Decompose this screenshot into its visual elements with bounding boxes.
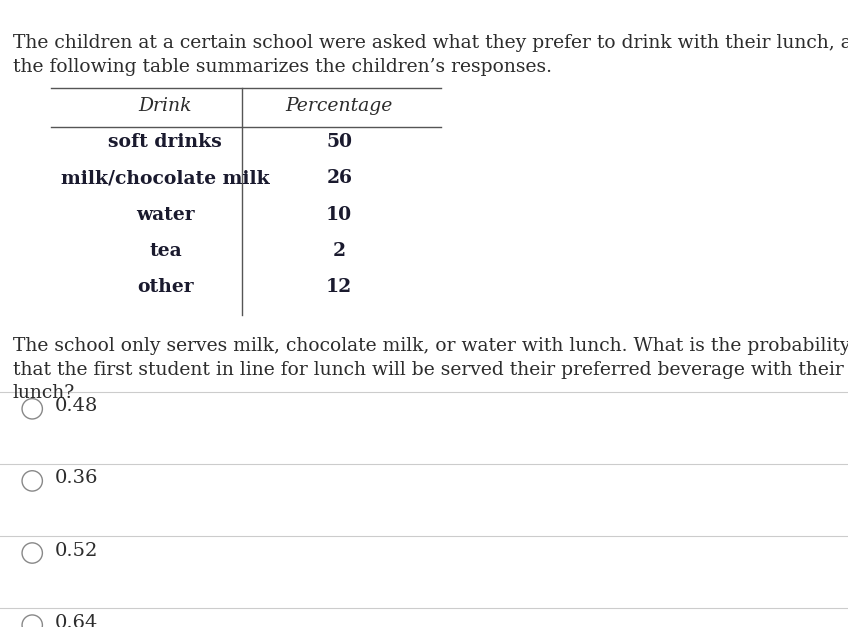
Text: soft drinks: soft drinks [109,133,222,151]
Text: other: other [137,278,193,297]
Text: 10: 10 [326,206,352,224]
Text: water: water [136,206,195,224]
Text: 0.64: 0.64 [55,614,98,627]
Text: tea: tea [149,242,181,260]
Text: that the first student in line for lunch will be served their preferred beverage: that the first student in line for lunch… [13,361,844,379]
Text: 50: 50 [326,133,352,151]
Text: 0.52: 0.52 [55,542,98,559]
Text: 12: 12 [326,278,352,297]
Text: 0.48: 0.48 [55,398,98,415]
Text: 26: 26 [326,169,352,187]
Text: 2: 2 [332,242,346,260]
Text: milk/chocolate milk: milk/chocolate milk [61,169,270,187]
Text: lunch?: lunch? [13,384,75,403]
Text: Percentage: Percentage [286,97,393,115]
Text: the following table summarizes the children’s responses.: the following table summarizes the child… [13,58,552,76]
Text: The children at a certain school were asked what they prefer to drink with their: The children at a certain school were as… [13,34,848,53]
Text: The school only serves milk, chocolate milk, or water with lunch. What is the pr: The school only serves milk, chocolate m… [13,337,848,355]
Text: 0.36: 0.36 [55,470,98,487]
Text: Drink: Drink [138,97,192,115]
